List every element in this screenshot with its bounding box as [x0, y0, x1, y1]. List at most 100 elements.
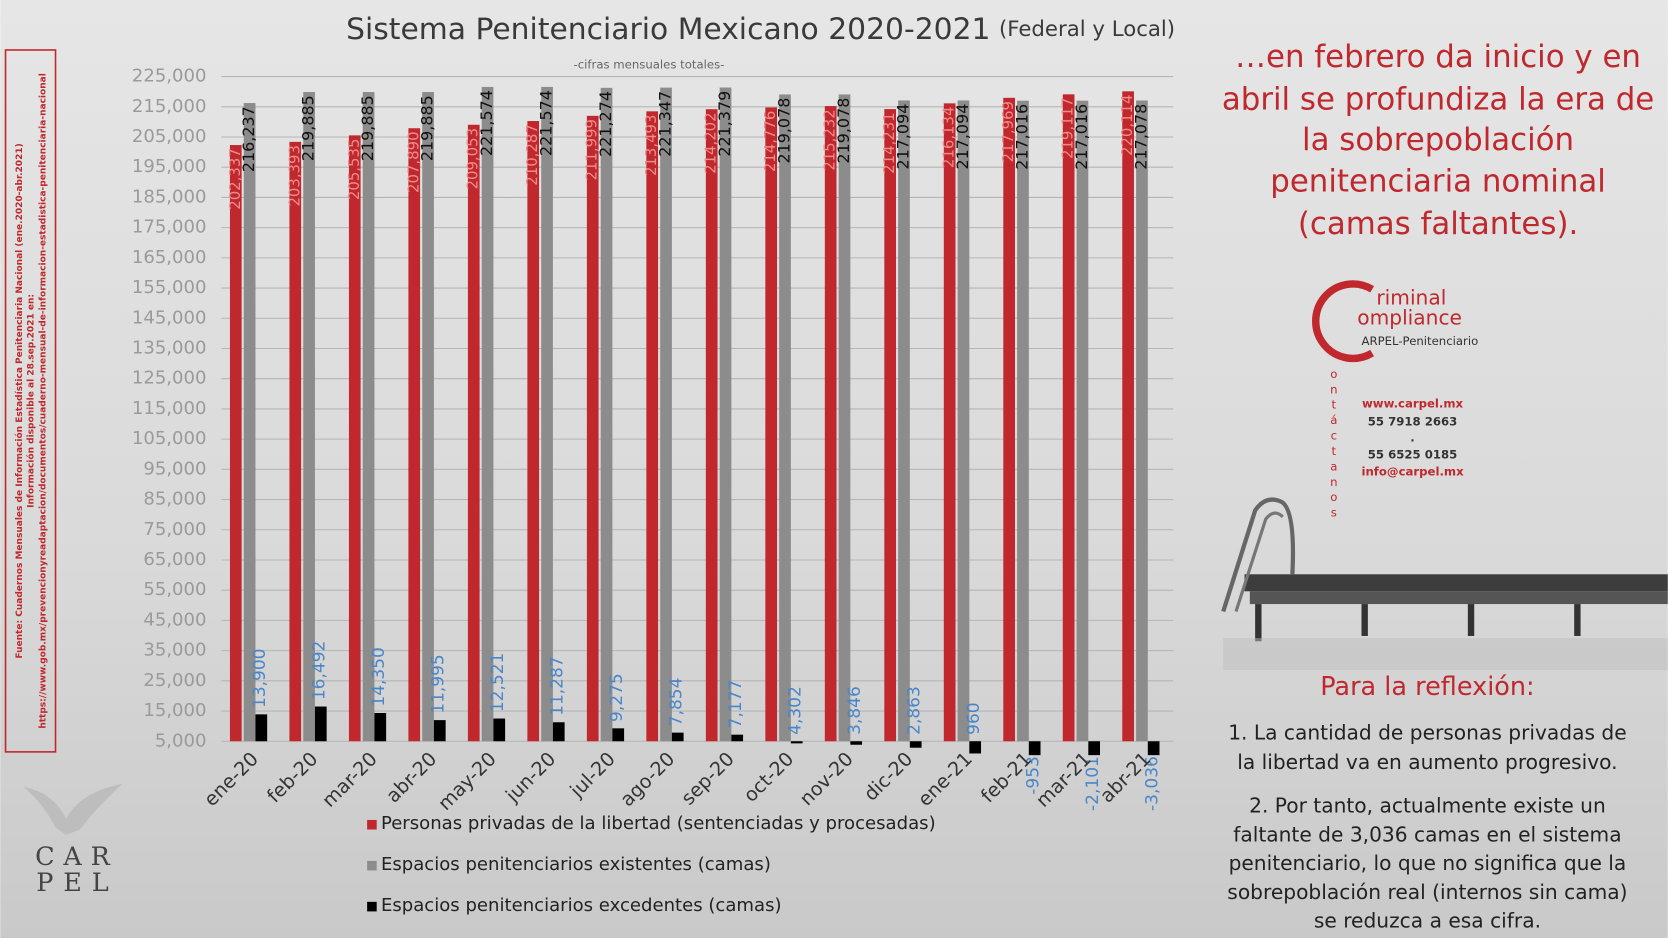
value-label: 14,350	[369, 647, 389, 706]
y-tick-label: 225,000	[132, 66, 207, 87]
headline: abril se profundiza la era de	[1222, 82, 1654, 118]
value-label: 11,995	[429, 654, 449, 713]
brand-letter: c	[1331, 429, 1337, 443]
legend-swatch	[367, 819, 377, 830]
bar	[1147, 741, 1160, 756]
value-label: 216,134	[940, 107, 958, 169]
value-label: 219,885	[418, 95, 437, 161]
source-text: https://www.gob.mx/prevencionyreadaptaci…	[38, 73, 48, 729]
brand-c	[1312, 280, 1375, 363]
value-label: 217,094	[893, 104, 912, 170]
logo-letter: C	[35, 842, 55, 872]
value-label: 219,078	[834, 98, 853, 164]
bar	[765, 107, 778, 742]
contact: www.carpel.mx	[1362, 397, 1464, 411]
bar	[586, 115, 599, 742]
value-label: 3,846	[845, 686, 865, 735]
bar	[612, 728, 625, 742]
y-tick-label: 45,000	[143, 609, 206, 630]
bar	[1017, 100, 1029, 742]
chart-title: Sistema Penitenciario Mexicano 2020-2021	[346, 11, 990, 46]
bar	[646, 111, 659, 742]
bar	[303, 92, 315, 742]
value-label: 219,078	[775, 98, 794, 164]
value-label: 9,275	[607, 673, 627, 722]
brand-text: ompliance	[1357, 306, 1462, 330]
y-tick-label: 15,000	[143, 700, 206, 721]
value-label: 214,776	[761, 111, 779, 173]
bars	[229, 86, 1160, 756]
reflection-text: 1. La cantidad de personas privadas de	[1228, 720, 1626, 744]
headline: …en febrero da inicio y en	[1235, 39, 1641, 75]
value-label: 219,117	[1059, 98, 1077, 160]
brand-letter: o	[1330, 490, 1337, 504]
value-label: -953	[1024, 756, 1044, 795]
bar	[1028, 741, 1041, 756]
source-text: Fuente: Cuadernos Mensuales de Informaci…	[14, 143, 25, 658]
value-label: 215,232	[821, 109, 839, 171]
bar	[943, 103, 956, 742]
bar	[731, 734, 744, 742]
bar	[348, 135, 361, 742]
value-label: 7,177	[726, 680, 746, 729]
y-tick-label: 195,000	[132, 156, 207, 177]
y-tick-label: 175,000	[132, 217, 207, 238]
value-label: 2,863	[905, 686, 925, 735]
bar	[705, 109, 718, 742]
contact: info@carpel.mx	[1361, 465, 1464, 479]
brand-letter: n	[1330, 475, 1337, 489]
headline: penitenciaria nominal	[1270, 163, 1606, 199]
value-label: 220,114	[1118, 95, 1136, 157]
bar	[1136, 100, 1148, 742]
value-label: 221,574	[477, 90, 496, 156]
brand-letter: o	[1330, 367, 1337, 381]
reflection-text: faltante de 3,036 camas en el sistema	[1233, 822, 1621, 846]
y-tick-label: 125,000	[132, 368, 207, 389]
dock	[1221, 497, 1668, 670]
legend: Personas privadas de la libertad (senten…	[367, 813, 936, 916]
headline: (camas faltantes).	[1298, 206, 1578, 242]
bar	[229, 145, 242, 742]
value-label: -2,101	[1083, 756, 1103, 811]
value-label: 219,885	[358, 95, 377, 161]
y-tick-label: 75,000	[143, 519, 206, 540]
reflection-text: 2. Por tanto, actualmente existe un	[1249, 794, 1606, 818]
value-label: 211,999	[583, 119, 601, 181]
bar	[289, 141, 302, 742]
value-label: 13,900	[250, 648, 270, 707]
logo-letter: E	[63, 868, 82, 898]
value-label: 216,237	[239, 106, 258, 172]
value-label: 11,287	[548, 656, 568, 715]
value-label: 221,379	[715, 91, 734, 157]
value-label: 214,231	[880, 112, 898, 174]
legend-swatch	[367, 860, 377, 871]
source-box	[4, 49, 57, 753]
y-tick-label: 165,000	[132, 247, 207, 268]
bar	[527, 121, 540, 742]
y-tick-label: 215,000	[132, 96, 207, 117]
value-label: 221,574	[537, 90, 556, 156]
bar	[838, 94, 851, 742]
value-label: 217,094	[953, 104, 972, 170]
value-label: 12,521	[488, 653, 508, 712]
logo-letter: A	[62, 842, 82, 872]
value-label: 214,202	[702, 112, 720, 174]
bar	[969, 741, 982, 754]
bar	[408, 128, 421, 742]
value-label: 217,969	[999, 101, 1017, 163]
bar	[1062, 94, 1075, 742]
y-tick-label: 35,000	[143, 640, 206, 661]
value-label: 221,347	[656, 91, 675, 157]
bar	[600, 87, 613, 742]
value-label: 960	[964, 702, 984, 734]
contact: .	[1410, 431, 1414, 445]
value-label: 16,492	[310, 641, 330, 700]
value-label: 7,854	[667, 678, 687, 727]
brand-letter: a	[1330, 459, 1337, 473]
contact: 55 7918 2663	[1368, 415, 1457, 429]
bar	[1003, 97, 1015, 742]
legend-label: Personas privadas de la libertad (senten…	[381, 813, 936, 834]
logo-letter: P	[36, 868, 53, 898]
bar	[824, 106, 837, 742]
reflection-text: se reduzca a esa cifra.	[1314, 909, 1541, 933]
